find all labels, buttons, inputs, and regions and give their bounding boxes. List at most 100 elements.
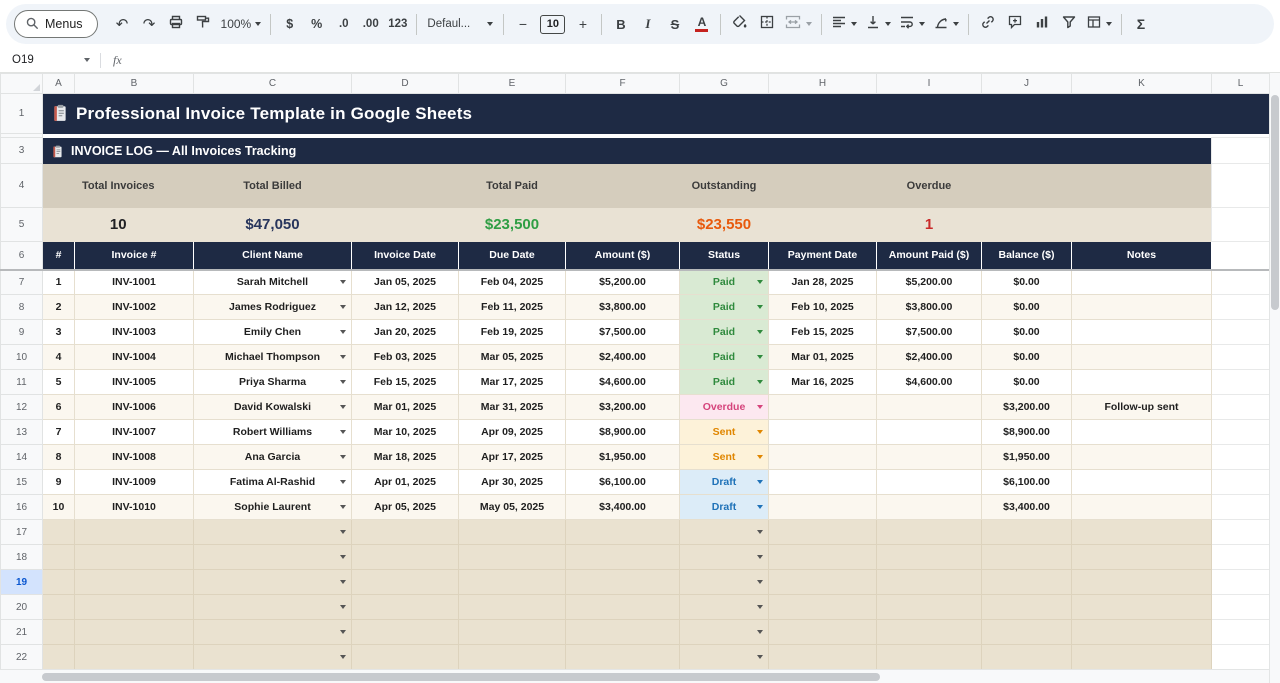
- cell-amount[interactable]: $8,900.00: [565, 419, 680, 445]
- empty-cell[interactable]: [42, 619, 75, 645]
- cell-client-name[interactable]: Sarah Mitchell: [193, 269, 352, 295]
- cell[interactable]: [768, 207, 877, 242]
- cell-balance[interactable]: $1,950.00: [981, 444, 1072, 470]
- empty-cell[interactable]: [565, 519, 680, 545]
- cell-invoice-id[interactable]: INV-1003: [74, 319, 194, 345]
- empty-cell[interactable]: [351, 544, 459, 570]
- table-column-header[interactable]: Status: [679, 241, 769, 270]
- empty-cell[interactable]: [74, 544, 194, 570]
- empty-cell[interactable]: [74, 519, 194, 545]
- decrease-font-size-button[interactable]: −: [518, 16, 528, 32]
- cell-status[interactable]: Sent: [679, 444, 769, 470]
- cell-client-name[interactable]: Priya Sharma: [193, 369, 352, 395]
- cell[interactable]: [1211, 444, 1270, 470]
- empty-cell[interactable]: [42, 594, 75, 620]
- empty-cell[interactable]: [1071, 544, 1212, 570]
- cell-amount[interactable]: $7,500.00: [565, 319, 680, 345]
- empty-cell[interactable]: [1071, 519, 1212, 545]
- cell-amount[interactable]: $3,400.00: [565, 494, 680, 520]
- table-views-button[interactable]: [1083, 11, 1115, 37]
- fill-color-button[interactable]: [727, 11, 752, 37]
- cell[interactable]: [1211, 241, 1270, 270]
- cell[interactable]: [1211, 137, 1270, 164]
- empty-cell[interactable]: [193, 594, 352, 620]
- empty-cell[interactable]: [768, 544, 877, 570]
- table-column-header[interactable]: Invoice #: [74, 241, 194, 270]
- table-column-header[interactable]: Invoice Date: [351, 241, 459, 270]
- dropdown-caret-icon[interactable]: [340, 630, 346, 634]
- row-header-14[interactable]: 14: [0, 444, 43, 470]
- column-header-J[interactable]: J: [981, 73, 1072, 94]
- empty-cell[interactable]: [1071, 619, 1212, 645]
- empty-cell[interactable]: [679, 519, 769, 545]
- cell-notes[interactable]: [1071, 444, 1212, 470]
- empty-cell[interactable]: [193, 644, 352, 670]
- empty-cell[interactable]: [679, 544, 769, 570]
- cell[interactable]: [1071, 207, 1212, 242]
- cell-invoice-id[interactable]: INV-1008: [74, 444, 194, 470]
- cell-balance[interactable]: $0.00: [981, 319, 1072, 345]
- cell-due-date[interactable]: Feb 04, 2025: [458, 269, 566, 295]
- dropdown-caret-icon[interactable]: [340, 380, 346, 384]
- cell-payment-date[interactable]: Mar 01, 2025: [768, 344, 877, 370]
- bold-button[interactable]: B: [616, 16, 626, 32]
- cell[interactable]: [1211, 594, 1270, 620]
- empty-cell[interactable]: [679, 619, 769, 645]
- redo-button[interactable]: ↷: [137, 11, 162, 37]
- column-header-C[interactable]: C: [193, 73, 352, 94]
- cell[interactable]: [1211, 494, 1270, 520]
- cell-amount-paid[interactable]: $4,600.00: [876, 369, 982, 395]
- cell-client-name[interactable]: David Kowalski: [193, 394, 352, 420]
- cell[interactable]: [1211, 344, 1270, 370]
- row-header-19[interactable]: 19: [0, 569, 43, 595]
- empty-cell[interactable]: [351, 519, 459, 545]
- menus-search-button[interactable]: Menus: [14, 10, 98, 38]
- cell-payment-date[interactable]: [768, 394, 877, 420]
- sheet-title-banner[interactable]: Professional Invoice Template in Google …: [42, 93, 1270, 134]
- cell-due-date[interactable]: Apr 17, 2025: [458, 444, 566, 470]
- cell[interactable]: [1211, 644, 1270, 670]
- empty-cell[interactable]: [876, 619, 982, 645]
- empty-cell[interactable]: [74, 569, 194, 595]
- dropdown-caret-icon[interactable]: [757, 355, 763, 359]
- cell-payment-date[interactable]: [768, 419, 877, 445]
- cell-balance[interactable]: $6,100.00: [981, 469, 1072, 495]
- cell[interactable]: [1211, 207, 1270, 242]
- increase-decimal-button[interactable]: .00: [362, 18, 379, 30]
- column-header-A[interactable]: A: [42, 73, 75, 94]
- dropdown-caret-icon[interactable]: [340, 655, 346, 659]
- empty-cell[interactable]: [351, 644, 459, 670]
- dropdown-caret-icon[interactable]: [757, 555, 763, 559]
- horizontal-scrollbar-thumb[interactable]: [42, 673, 880, 681]
- row-header-9[interactable]: 9: [0, 319, 43, 345]
- empty-cell[interactable]: [565, 644, 680, 670]
- cell[interactable]: [1211, 394, 1270, 420]
- empty-cell[interactable]: [876, 544, 982, 570]
- text-wrap-button[interactable]: [896, 11, 928, 37]
- cell-payment-date[interactable]: [768, 444, 877, 470]
- row-header-22[interactable]: 22: [0, 644, 43, 670]
- empty-cell[interactable]: [679, 569, 769, 595]
- vertical-scrollbar-thumb[interactable]: [1271, 95, 1279, 310]
- empty-cell[interactable]: [42, 644, 75, 670]
- dropdown-caret-icon[interactable]: [340, 605, 346, 609]
- empty-cell[interactable]: [74, 594, 194, 620]
- cell-number[interactable]: 8: [42, 444, 75, 470]
- cell-payment-date[interactable]: Mar 16, 2025: [768, 369, 877, 395]
- cell-invoice-date[interactable]: Jan 05, 2025: [351, 269, 459, 295]
- dropdown-caret-icon[interactable]: [757, 455, 763, 459]
- paint-format-button[interactable]: [191, 11, 216, 37]
- vertical-scrollbar[interactable]: [1269, 73, 1280, 683]
- row-header-1[interactable]: 1: [0, 93, 43, 134]
- cell-invoice-id[interactable]: INV-1009: [74, 469, 194, 495]
- cell[interactable]: [351, 207, 459, 242]
- dropdown-caret-icon[interactable]: [757, 530, 763, 534]
- summary-value[interactable]: $47,050: [193, 207, 352, 242]
- cell-due-date[interactable]: Mar 17, 2025: [458, 369, 566, 395]
- cell[interactable]: [1071, 163, 1212, 208]
- cell-invoice-date[interactable]: Mar 10, 2025: [351, 419, 459, 445]
- cell-invoice-id[interactable]: INV-1006: [74, 394, 194, 420]
- dropdown-caret-icon[interactable]: [340, 280, 346, 284]
- cell[interactable]: [565, 207, 680, 242]
- cell-client-name[interactable]: Fatima Al-Rashid: [193, 469, 352, 495]
